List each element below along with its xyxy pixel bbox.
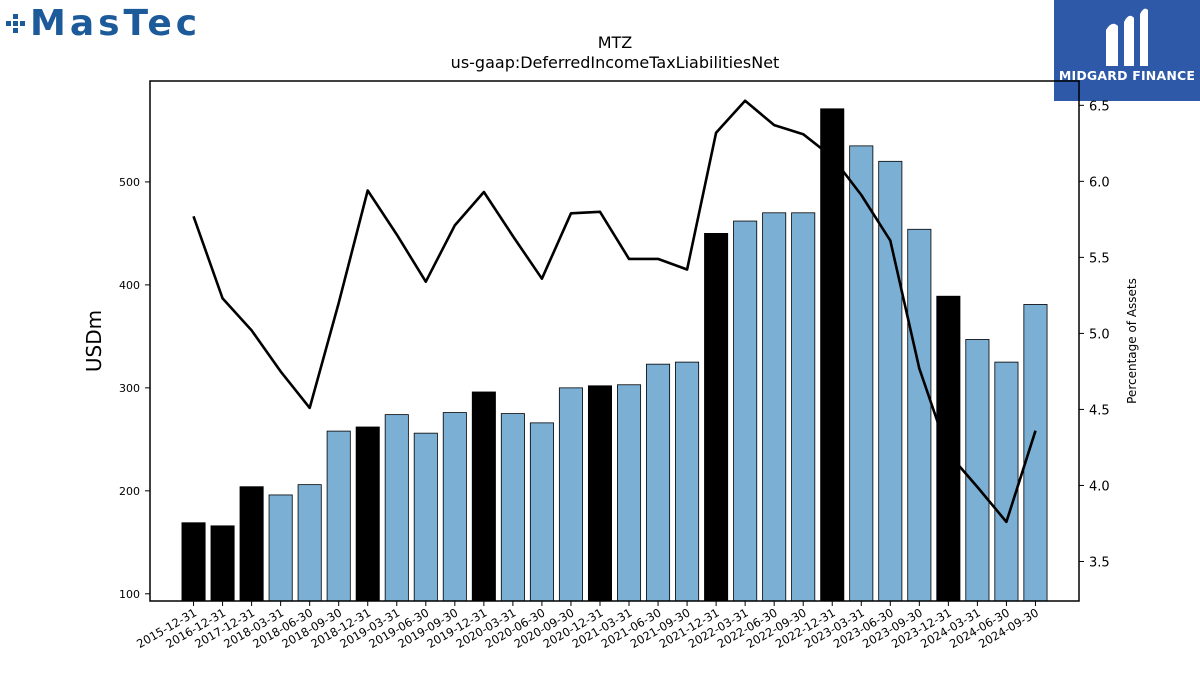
bar-2018-12-31 bbox=[355, 426, 380, 602]
bar-2019-06-30 bbox=[413, 432, 438, 602]
percentage-of-assets-line bbox=[192, 99, 1037, 524]
mastec-logo: MasTec bbox=[6, 4, 201, 44]
bar-2020-06-30 bbox=[529, 422, 554, 602]
bar-2022-06-30 bbox=[762, 212, 787, 602]
bar-2023-12-31 bbox=[936, 295, 961, 602]
bar-2020-03-31 bbox=[500, 413, 525, 602]
bar-2020-12-31 bbox=[587, 385, 612, 602]
mastec-logo-text: MasTec bbox=[30, 3, 202, 44]
y2-tick-label-5: 5.0 bbox=[1089, 327, 1110, 342]
midgard-logo-text: MIDGARD FINANCE bbox=[1058, 68, 1196, 83]
bar-2016-12-31 bbox=[210, 525, 235, 602]
bar-2021-12-31 bbox=[704, 232, 729, 602]
bar-2017-12-31 bbox=[239, 486, 264, 602]
y2-tick-label-4: 4.0 bbox=[1089, 479, 1110, 494]
y-tick-label-500: 500 bbox=[119, 176, 140, 189]
y-tick-label-300: 300 bbox=[119, 382, 140, 395]
bar-2022-09-30 bbox=[791, 212, 816, 602]
y-right-axis: 3.5 4.0 4.5 5.0 5.5 6.0 6.5 bbox=[1079, 99, 1110, 570]
y-tick-label-400: 400 bbox=[119, 279, 140, 292]
y2-tick-label-6: 6.0 bbox=[1089, 175, 1110, 190]
bar-2018-06-30 bbox=[297, 484, 322, 602]
bar-2019-09-30 bbox=[442, 412, 467, 602]
y2-tick-label-3.5: 3.5 bbox=[1089, 555, 1110, 570]
bar-2023-03-31 bbox=[849, 145, 874, 602]
bar-2024-03-31 bbox=[965, 339, 990, 602]
y2-tick-label-4.5: 4.5 bbox=[1089, 403, 1110, 418]
bar-2015-12-31 bbox=[181, 522, 206, 602]
mastec-logo-mark-icon bbox=[6, 14, 26, 34]
y-tick-label-200: 200 bbox=[119, 485, 140, 498]
bar-series bbox=[181, 108, 1048, 602]
plot-frame bbox=[149, 80, 1080, 602]
bar-2021-06-30 bbox=[646, 363, 671, 602]
bar-2018-03-31 bbox=[268, 494, 293, 602]
bar-2020-09-30 bbox=[558, 387, 583, 602]
y2-tick-label-6.5: 6.5 bbox=[1089, 99, 1110, 114]
chart-title: MTZ bbox=[598, 33, 633, 52]
x-axis: 2015-12-312016-12-312017-12-312018-03-31… bbox=[134, 601, 1041, 651]
bar-2019-12-31 bbox=[471, 391, 496, 602]
bar-2023-09-30 bbox=[907, 228, 932, 602]
chart-subtitle: us-gaap:DeferredIncomeTaxLiabilitiesNet bbox=[451, 53, 780, 72]
bar-2022-12-31 bbox=[820, 108, 845, 602]
bar-2021-03-31 bbox=[617, 384, 642, 602]
y-tick-label-100: 100 bbox=[119, 588, 140, 601]
bar-2024-06-30 bbox=[994, 361, 1019, 602]
midgard-logo-mark-icon bbox=[1106, 8, 1148, 67]
line-series bbox=[192, 99, 1037, 524]
bar-2021-09-30 bbox=[675, 361, 700, 602]
y-left-axis: 100 200 300 400 500 bbox=[119, 176, 150, 601]
bar-2022-03-31 bbox=[733, 220, 758, 602]
bar-2018-09-30 bbox=[326, 430, 351, 602]
y2-tick-label-5.5: 5.5 bbox=[1089, 251, 1110, 266]
y-axis-label: USDm bbox=[82, 310, 106, 372]
bar-2019-03-31 bbox=[384, 414, 409, 602]
y2-axis-label: Percentage of Assets bbox=[1125, 278, 1139, 404]
